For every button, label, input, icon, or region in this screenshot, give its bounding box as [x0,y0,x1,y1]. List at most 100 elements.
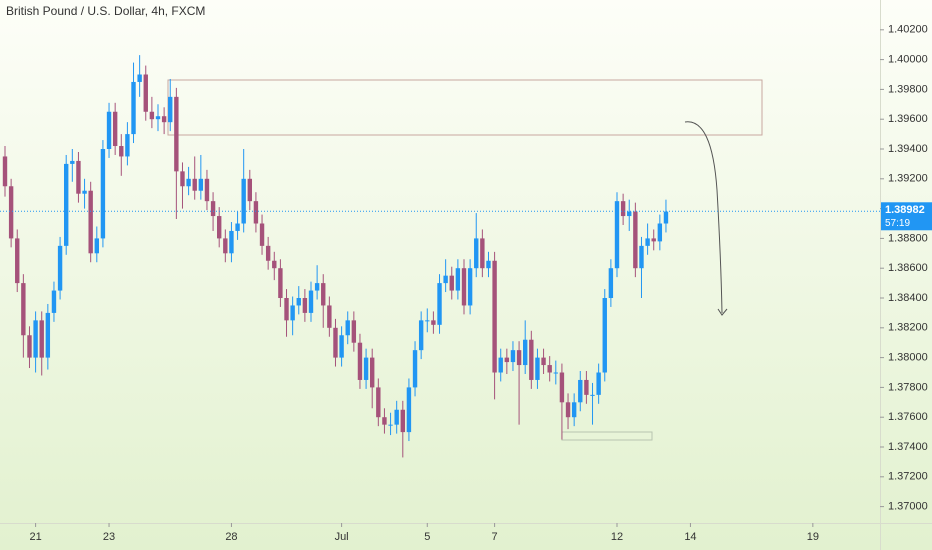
candle-body [584,379,589,395]
y-tick-label: 1.39800 [888,83,928,95]
candle-body [39,320,44,358]
candle-body [64,163,69,246]
candle-body [15,238,20,284]
candle-body [529,339,534,380]
candle-body [663,211,669,224]
candle-body [541,357,546,366]
y-tick-label: 1.40200 [888,24,928,36]
candle-body [192,178,197,191]
y-tick-label: 1.38000 [888,352,928,364]
candle-body [504,357,510,363]
candle-body [204,178,210,202]
x-tick-label: Jul [335,531,349,543]
candle-body [498,357,503,373]
supply-zone [167,79,763,136]
y-tick-label: 1.37600 [888,411,928,423]
candle-body [382,417,387,425]
candle-body [455,268,461,291]
candle-body [357,342,363,380]
y-tick-label: 1.37400 [888,441,928,453]
candle-body [516,350,522,366]
arrow-head [717,308,728,316]
candle-body [8,186,14,239]
candle-body [321,283,326,306]
candle-body [180,171,185,187]
candle-body [645,238,650,246]
candle-body [125,134,130,157]
candle-body [492,260,497,373]
candle-body [339,335,344,358]
candle-body [553,372,558,374]
candle-body [633,211,638,269]
candle-body [210,201,216,217]
candle-body [186,178,191,187]
candle-body [161,116,167,123]
plot: 1.37000 1.37200 1.37400 1.37600 1.37800 1.380… [0,24,932,543]
candle-body [333,327,338,358]
candle-body [21,283,26,336]
x-tick-label: 23 [103,531,115,543]
last-price-label: 1.38982 [885,204,925,216]
y-tick-label: 1.38800 [888,232,928,244]
candle-body [259,223,265,246]
candle-body [400,409,405,433]
candle-body [229,230,234,254]
candle-body [302,298,308,313]
candle-body [223,238,228,254]
candle-body [510,350,516,363]
candle-body [590,394,595,396]
candle-body [370,357,375,388]
y-tick-label: 1.39400 [888,143,928,155]
candle-body [88,190,93,254]
candle-body [82,190,87,194]
candle-body [272,260,277,269]
candle-body [376,387,381,418]
candle-body [2,156,8,187]
y-tick-label: 1.39600 [888,113,928,125]
candle-body [70,160,75,164]
candle-body [265,245,271,261]
candle-body [614,201,620,269]
candle-body [523,339,528,366]
candle-body [143,74,148,112]
candle-body [388,424,393,426]
candle-body [168,96,173,123]
x-tick-label: 7 [492,531,498,543]
last-price-tag [881,202,932,231]
candle-body [94,238,99,254]
candle-body [443,275,448,284]
candle-body [314,283,320,291]
countdown-label: 57:19 [885,218,910,229]
candle-body [474,238,479,269]
candle-body [461,268,467,306]
x-tick-label: 28 [225,531,237,543]
y-tick-label: 1.37000 [888,501,928,513]
y-tick-label: 1.38400 [888,292,928,304]
candle-body [106,111,112,150]
candle-body [547,365,552,373]
x-tick-label: 19 [807,531,819,543]
forecast-arrow [684,121,723,314]
candle-body [535,357,540,380]
candle-body [578,379,583,403]
candle-body [174,96,179,172]
candle-body [241,178,246,224]
candle-body [253,201,259,224]
candle-body [137,74,142,82]
x-tick-label: 12 [611,531,623,543]
x-tick-label: 14 [684,531,696,543]
y-tick-label: 1.38600 [888,262,928,274]
candle-body [620,201,626,217]
candle-body [217,216,222,239]
candle-body [308,290,314,313]
candle-body [327,305,332,328]
candle-body [45,312,51,358]
candle-body [235,223,240,231]
y-tick-label: 1.39200 [888,173,928,185]
candle-body [449,275,454,291]
candle-body [394,409,399,425]
candle-body [657,223,663,242]
candle-body [363,357,369,380]
candle-body [33,320,38,358]
